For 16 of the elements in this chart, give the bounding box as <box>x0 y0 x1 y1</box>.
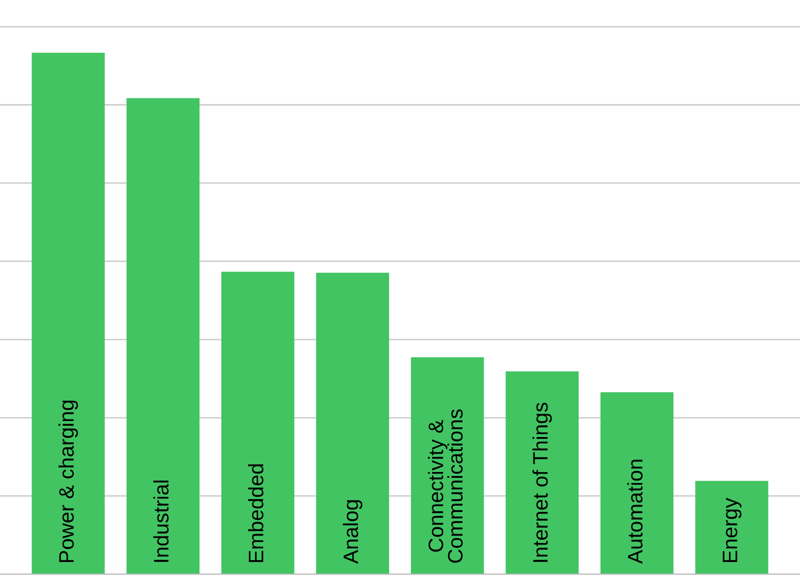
x-tick-label: Automation <box>627 460 643 564</box>
bar <box>600 392 674 574</box>
bar <box>410 357 484 574</box>
bar <box>221 272 294 574</box>
bar <box>32 52 105 574</box>
bar <box>695 480 768 574</box>
x-tick-label: Power & charging <box>58 400 78 562</box>
bar <box>316 272 390 574</box>
x-tick-label: Analog <box>342 500 362 564</box>
x-tick-label: Internet of Things <box>532 402 552 562</box>
bar <box>126 98 200 574</box>
x-tick-label: Embedded <box>248 464 264 562</box>
x-tick-label: Industrial <box>153 480 169 562</box>
x-tick-label: Energy <box>722 498 742 562</box>
x-tick-label: Connectivity & Communications <box>428 409 463 563</box>
bar <box>506 371 579 574</box>
